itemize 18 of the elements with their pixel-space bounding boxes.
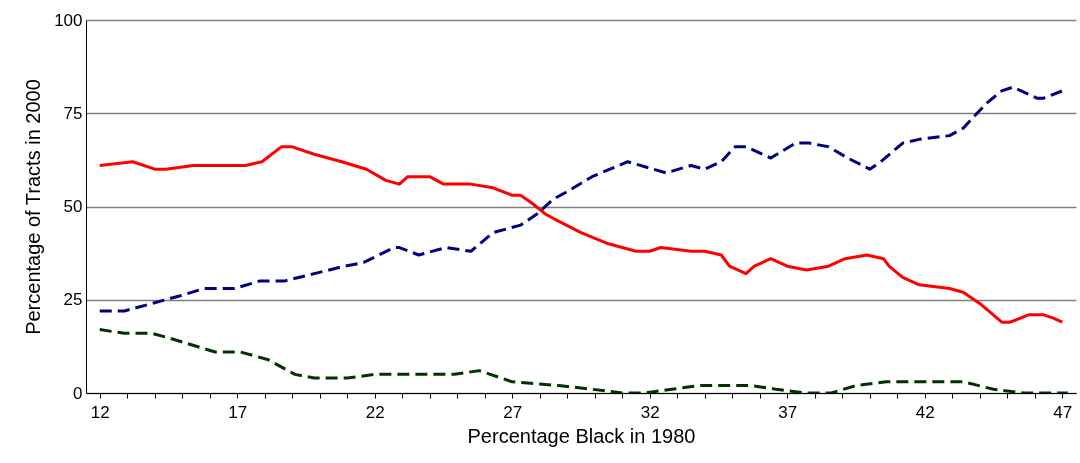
y-tick-label: 100	[54, 10, 83, 30]
x-tick-label: 22	[365, 402, 385, 422]
x-tick-label: 47	[1053, 402, 1073, 422]
x-tick-label: 37	[778, 402, 798, 422]
x-axis-title: Percentage Black in 1980	[467, 424, 696, 447]
x-tick-label: 42	[915, 402, 935, 422]
y-tick-label: 75	[63, 103, 83, 123]
line-series	[98, 85, 1064, 313]
x-tick-label: 27	[503, 402, 523, 422]
y-tick-label: 25	[63, 290, 83, 310]
y-axis-title: Percentage of Tracts in 2000	[22, 79, 45, 335]
x-tick-label: 32	[640, 402, 660, 422]
y-tick-label: 50	[63, 197, 83, 216]
x-tick-label: 12	[90, 402, 110, 422]
line-series	[98, 328, 1070, 393]
y-tick-label: 0	[73, 383, 83, 403]
x-tick-label: 17	[228, 402, 248, 422]
line-series	[98, 145, 1064, 324]
